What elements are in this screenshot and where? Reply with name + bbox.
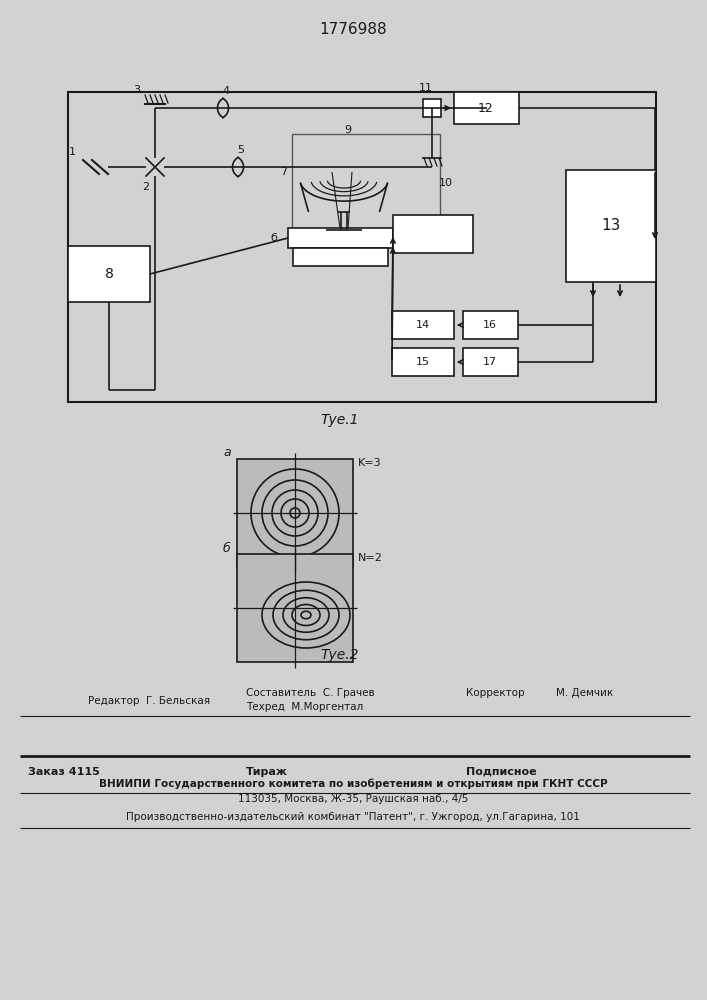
Bar: [392, 348, 454, 376]
Text: 4: 4: [223, 86, 230, 96]
Text: K=3: K=3: [358, 458, 382, 468]
Text: 17: 17: [483, 357, 497, 367]
Bar: [423, 99, 441, 117]
Bar: [237, 554, 353, 662]
Bar: [288, 228, 393, 248]
Text: 15: 15: [416, 357, 430, 367]
Text: М. Демчик: М. Демчик: [556, 688, 613, 698]
Bar: [237, 459, 353, 567]
Text: 5: 5: [238, 145, 245, 155]
Text: б: б: [271, 233, 277, 243]
Bar: [463, 348, 518, 376]
Text: 1776988: 1776988: [319, 22, 387, 37]
Bar: [68, 246, 150, 302]
Text: Заказ 4115: Заказ 4115: [28, 767, 100, 777]
Text: Τуе.1: Τуе.1: [321, 413, 359, 427]
Text: 2: 2: [142, 182, 150, 192]
Text: 11: 11: [419, 83, 433, 93]
Bar: [392, 311, 454, 339]
Text: 16: 16: [483, 320, 497, 330]
Bar: [292, 134, 440, 232]
Text: Составитель  С. Грачев: Составитель С. Грачев: [246, 688, 375, 698]
Text: 14: 14: [416, 320, 430, 330]
Text: Корректор: Корректор: [466, 688, 525, 698]
Text: 9: 9: [344, 125, 351, 135]
Text: 3: 3: [134, 85, 141, 95]
Text: 8: 8: [105, 267, 113, 281]
Text: 113035, Москва, Ж-35, Раушская наб., 4/5: 113035, Москва, Ж-35, Раушская наб., 4/5: [238, 794, 468, 804]
Text: Редактор  Г. Бельская: Редактор Г. Бельская: [88, 696, 210, 706]
Text: б: б: [223, 542, 230, 554]
Text: 10: 10: [439, 178, 453, 188]
Text: Тираж: Тираж: [246, 767, 288, 777]
Text: 1: 1: [69, 147, 76, 157]
Text: Техред  М.Моргентал: Техред М.Моргентал: [246, 702, 363, 712]
Text: 7: 7: [281, 167, 288, 177]
Text: Τуе.2: Τуе.2: [321, 648, 359, 662]
Text: a: a: [223, 446, 230, 460]
Text: 13: 13: [602, 219, 621, 233]
Text: ВНИИПИ Государственного комитета по изобретениям и открытиям при ГКНТ СССР: ВНИИПИ Государственного комитета по изоб…: [99, 779, 607, 789]
Text: N=2: N=2: [358, 553, 383, 563]
Bar: [454, 92, 519, 124]
Text: 12: 12: [478, 102, 494, 114]
Bar: [393, 215, 473, 253]
Text: Производственно-издательский комбинат "Патент", г. Ужгород, ул.Гагарина, 101: Производственно-издательский комбинат "П…: [126, 812, 580, 822]
Bar: [293, 248, 388, 266]
Bar: [566, 170, 656, 282]
Bar: [68, 92, 656, 402]
Text: Подписное: Подписное: [466, 767, 537, 777]
Bar: [463, 311, 518, 339]
